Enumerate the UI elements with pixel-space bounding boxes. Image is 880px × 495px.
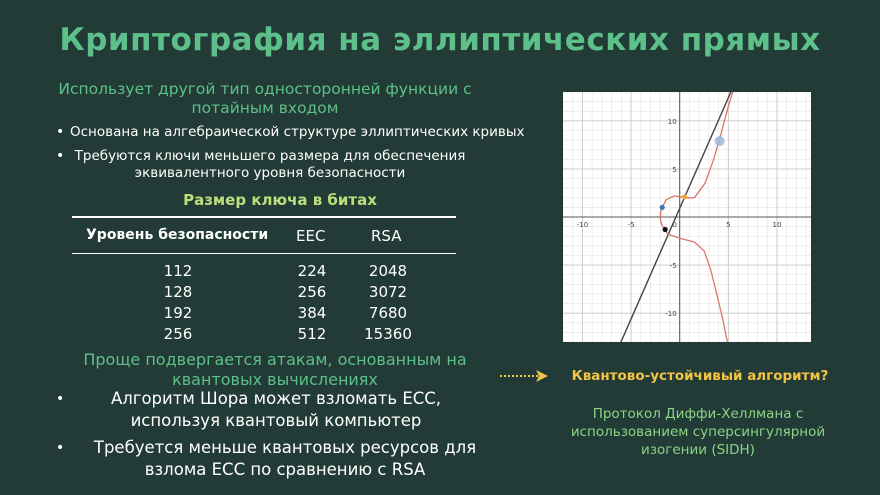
table-top-rule bbox=[72, 216, 456, 218]
bullet-shor: • Алгоритм Шора может взломать ECC, испо… bbox=[56, 388, 496, 432]
curve-point bbox=[681, 194, 688, 200]
x-tick-label: -5 bbox=[628, 221, 635, 229]
x-tick-label: 10 bbox=[772, 221, 781, 229]
table-cell: 2048 bbox=[368, 262, 408, 280]
bullet-text: Основана на алгебраической структуре элл… bbox=[70, 124, 525, 140]
header-eec: EEC bbox=[296, 227, 326, 245]
bullet-text: Требуется меньше квантовых ресурсов для … bbox=[93, 438, 477, 479]
table-cell: 128 bbox=[163, 283, 193, 301]
quantum-heading: Проще подвергается атакам, основанным на… bbox=[83, 350, 467, 389]
curve-point bbox=[662, 226, 668, 233]
table-cell: 3072 bbox=[368, 283, 408, 301]
bullet-text: Алгоритм Шора может взломать ECC, исполь… bbox=[110, 389, 442, 430]
table-cell: 112 bbox=[163, 262, 193, 280]
bullet-smaller-keys: • Требуются ключи меньшего размера для о… bbox=[56, 148, 486, 182]
table-cell: 224 bbox=[297, 262, 327, 280]
arrow-right-icon bbox=[498, 368, 550, 384]
bullet-marker: • bbox=[56, 440, 65, 456]
key-size-caption: Размер ключа в битах bbox=[183, 191, 377, 209]
header-rsa: RSA bbox=[371, 227, 402, 245]
bullet-marker: • bbox=[56, 124, 65, 140]
x-tick-label: 0 bbox=[672, 221, 676, 229]
quantum-resistant-question: Квантово-устойчивый алгоритм? bbox=[571, 368, 829, 384]
table-cell: 256 bbox=[163, 325, 193, 343]
bullet-marker: • bbox=[56, 148, 65, 164]
y-tick-label: -5 bbox=[670, 262, 677, 270]
table-cell: 192 bbox=[163, 304, 193, 322]
table-cell: 512 bbox=[297, 325, 327, 343]
bullet-quantum-resources: • Требуется меньше квантовых ресурсов дл… bbox=[56, 437, 506, 481]
curve-point bbox=[714, 136, 725, 147]
elliptic-curve-plot: -10 -5 0 5 10 10 5 -5 -10 bbox=[562, 72, 811, 362]
table-header-rule bbox=[72, 253, 456, 254]
bullet-text: Требуются ключи меньшего размера для обе… bbox=[74, 148, 466, 181]
table-cell: 256 bbox=[297, 283, 327, 301]
curve-lower-branch bbox=[661, 225, 729, 347]
y-tick-label: -10 bbox=[665, 310, 676, 318]
x-tick-label: -10 bbox=[577, 221, 588, 229]
table-cell: 384 bbox=[297, 304, 327, 322]
elliptic-curve-chart: -10 -5 0 5 10 10 5 -5 -10 bbox=[562, 72, 811, 362]
y-tick-label: 10 bbox=[668, 118, 677, 126]
bullet-elliptic-structure: • Основана на алгебраической структуре э… bbox=[56, 124, 556, 141]
sidh-answer: Протокол Диффи-Хеллмана с использованием… bbox=[570, 406, 826, 458]
table-cell: 15360 bbox=[364, 325, 412, 343]
header-security-level: Уровень безопасности bbox=[86, 227, 269, 243]
line-series bbox=[611, 72, 740, 362]
slide-title: Криптография на эллиптических прямых bbox=[59, 22, 821, 58]
table-cell: 7680 bbox=[368, 304, 408, 322]
curve-point bbox=[659, 204, 665, 210]
x-tick-label: 5 bbox=[726, 221, 730, 229]
bullet-marker: • bbox=[56, 391, 65, 407]
y-tick-label: 5 bbox=[672, 166, 676, 174]
curve-upper-branch bbox=[661, 87, 735, 208]
slide-subtitle: Использует другой тип односторонней функ… bbox=[58, 80, 472, 117]
